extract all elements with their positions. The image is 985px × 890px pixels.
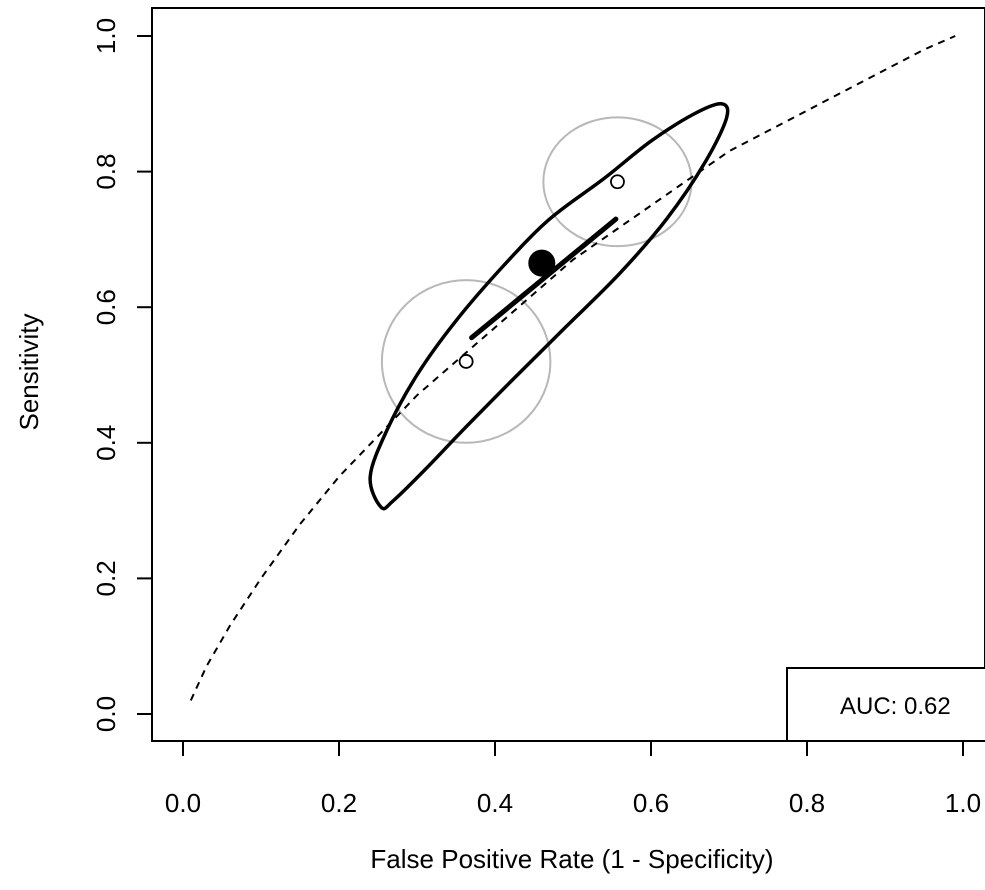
chart-marks [189,35,956,701]
x-tick-label: 0.2 [321,788,357,818]
y-axis-title: Sensitivity [14,313,44,430]
x-tick-label: 0.0 [165,788,201,818]
x-tick-label: 0.6 [633,788,669,818]
summary-point [528,249,556,277]
x-tick-label: 0.8 [789,788,825,818]
summary-confidence-region [368,102,730,511]
y-axis: 0.0 0.2 0.4 0.6 0.8 1.0 [91,18,153,732]
y-tick-label: 1.0 [91,18,121,54]
auc-label: AUC: 0.62 [840,693,951,720]
x-tick-label: 1.0 [945,788,981,818]
study-point [458,354,474,369]
x-axis: 0.0 0.2 0.4 0.6 0.8 1.0 [165,740,981,818]
y-tick-label: 0.2 [91,560,121,596]
x-axis-title: False Positive Rate (1 - Specificity) [370,844,773,874]
sroc-curve [189,35,956,701]
y-tick-label: 0.8 [91,154,121,190]
auc-box: AUC: 0.62 [786,667,985,742]
plot-area-frame [151,7,985,742]
y-tick-label: 0.4 [91,425,121,461]
x-tick-label: 0.4 [477,788,513,818]
auc-box-frame [786,667,985,742]
summary-line-segment [469,216,619,341]
y-tick-label: 0.0 [91,696,121,732]
study-confidence-ellipse [380,279,552,444]
y-tick-label: 0.6 [91,289,121,325]
study-point [610,174,625,190]
